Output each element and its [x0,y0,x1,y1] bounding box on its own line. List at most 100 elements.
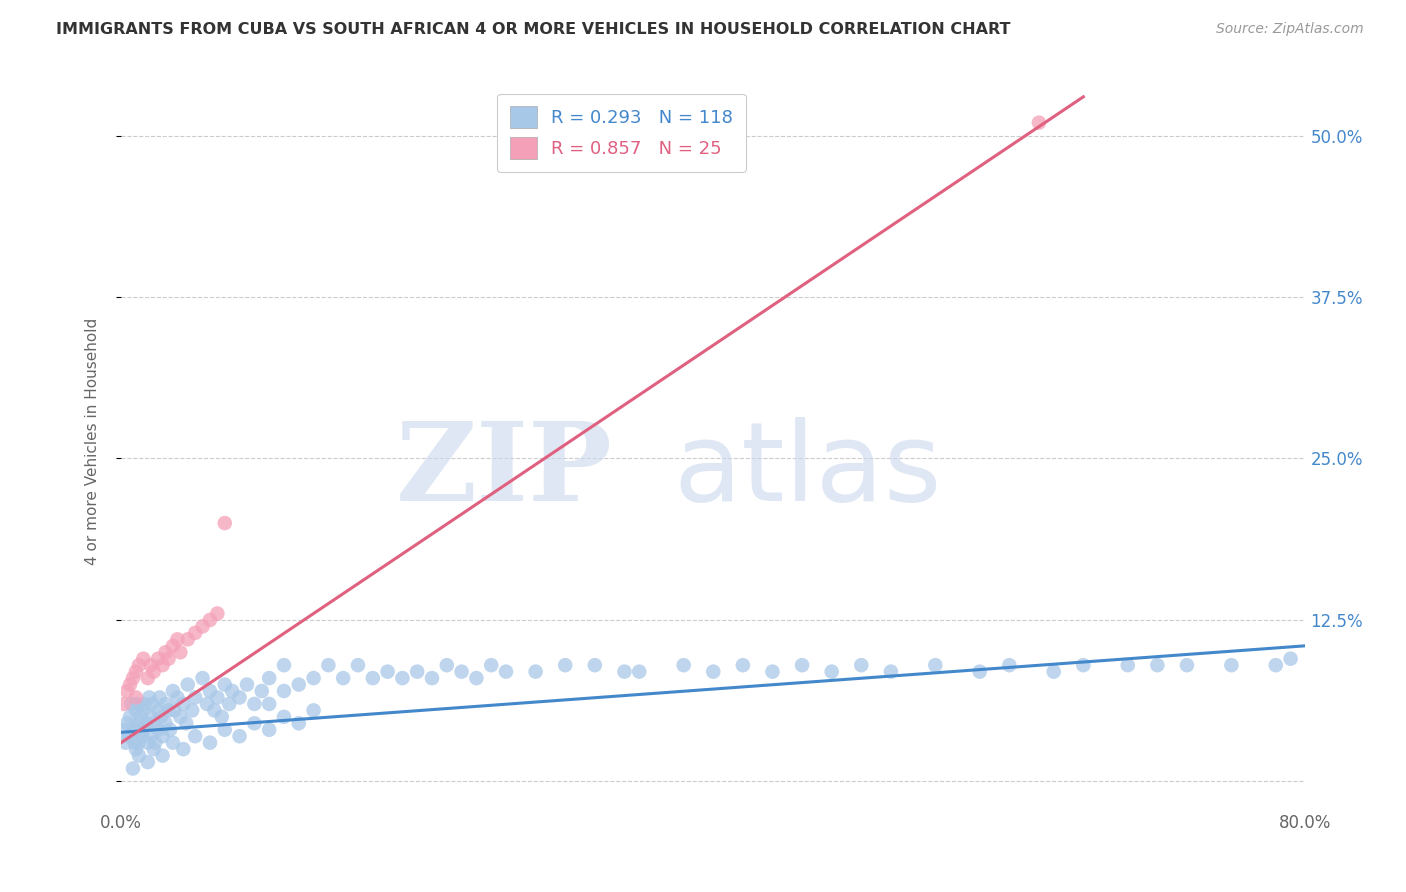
Point [142,665,165,679]
Point [495,665,517,679]
Point [207,690,229,705]
Point [924,658,946,673]
Point [214,516,236,530]
Point [172,742,194,756]
Point [479,658,502,673]
Point [821,665,844,679]
Point [195,697,218,711]
Point [377,665,399,679]
Point [122,762,145,776]
Point [1264,658,1286,673]
Point [125,703,148,717]
Point [157,651,180,665]
Point [1028,116,1050,130]
Point [146,723,169,737]
Point [157,703,180,717]
Point [211,710,233,724]
Point [318,658,340,673]
Point [132,723,155,737]
Point [1279,651,1302,665]
Point [218,697,240,711]
Point [420,671,443,685]
Point [347,658,370,673]
Point [450,665,472,679]
Point [159,723,181,737]
Legend: R = 0.293   N = 118, R = 0.857   N = 25: R = 0.293 N = 118, R = 0.857 N = 25 [498,94,747,172]
Point [162,639,184,653]
Point [128,658,150,673]
Point [198,684,221,698]
Point [139,710,162,724]
Point [128,716,150,731]
Point [202,703,225,717]
Point [207,607,229,621]
Point [257,697,280,711]
Point [191,671,214,685]
Point [228,729,250,743]
Point [132,703,155,717]
Point [135,716,157,731]
Point [125,742,148,756]
Point [150,710,173,724]
Point [181,703,204,717]
Point [127,697,149,711]
Point [184,690,207,705]
Point [287,716,309,731]
Point [214,677,236,691]
Point [228,690,250,705]
Point [166,690,188,705]
Text: ZIP: ZIP [396,417,613,524]
Point [125,723,148,737]
Point [332,671,354,685]
Point [132,651,155,665]
Point [141,697,163,711]
Point [465,671,488,685]
Point [169,645,191,659]
Point [136,755,159,769]
Point [243,716,266,731]
Point [143,736,166,750]
Point [436,658,458,673]
Point [243,697,266,711]
Point [117,729,139,743]
Point [702,665,724,679]
Point [198,736,221,750]
Point [114,736,136,750]
Point [613,665,636,679]
Point [672,658,695,673]
Point [214,723,236,737]
Point [273,710,295,724]
Point [198,613,221,627]
Point [583,658,606,673]
Point [125,665,148,679]
Point [1175,658,1198,673]
Point [1146,658,1168,673]
Point [184,729,207,743]
Point [162,684,184,698]
Point [628,665,651,679]
Point [880,665,903,679]
Point [118,677,141,691]
Point [731,658,754,673]
Point [124,736,146,750]
Point [273,658,295,673]
Point [136,671,159,685]
Point [221,684,243,698]
Point [129,710,152,724]
Y-axis label: 4 or more Vehicles in Household: 4 or more Vehicles in Household [86,318,100,565]
Point [122,671,145,685]
Point [149,690,172,705]
Point [142,716,165,731]
Point [115,716,138,731]
Point [851,658,873,673]
Point [128,748,150,763]
Point [136,736,159,750]
Point [257,671,280,685]
Point [174,716,197,731]
Point [761,665,783,679]
Point [138,690,160,705]
Point [524,665,547,679]
Point [152,658,174,673]
Point [155,645,177,659]
Point [172,697,194,711]
